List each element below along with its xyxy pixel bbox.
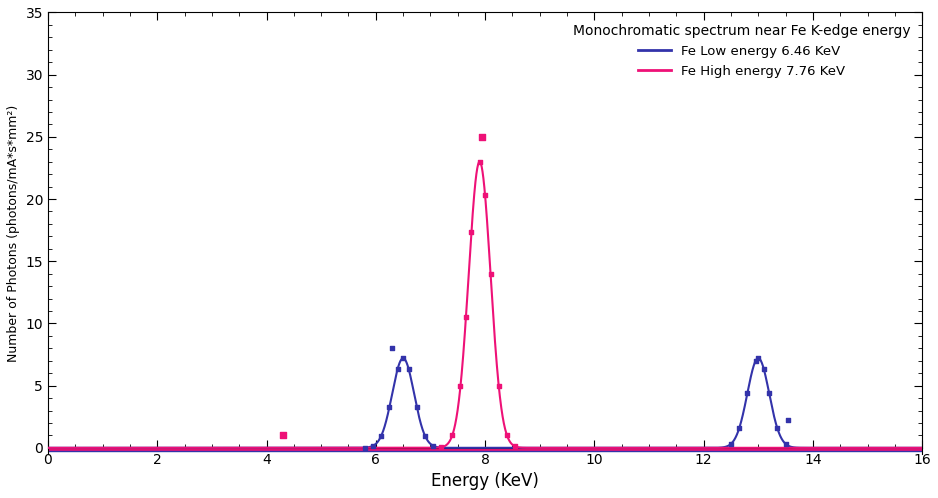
Point [748, 357, 763, 365]
Point [390, 365, 405, 373]
Point [382, 403, 397, 411]
Point [434, 443, 449, 451]
Point [373, 432, 388, 440]
Point [492, 382, 507, 390]
Point [417, 432, 432, 440]
Point [445, 431, 460, 439]
Point [472, 158, 487, 166]
Point [426, 442, 441, 450]
Point [276, 431, 291, 439]
Point [357, 444, 372, 452]
Point [459, 313, 474, 321]
Legend: Fe Low energy 6.46 KeV, Fe High energy 7.76 KeV: Fe Low energy 6.46 KeV, Fe High energy 7… [567, 19, 915, 83]
Point [385, 344, 400, 352]
X-axis label: Energy (KeV): Energy (KeV) [431, 472, 539, 490]
Point [740, 389, 755, 397]
Point [770, 424, 785, 432]
Y-axis label: Number of Photons (photons/mA*s*mm²): Number of Photons (photons/mA*s*mm²) [7, 105, 20, 362]
Point [732, 424, 747, 432]
Point [453, 382, 468, 390]
Point [499, 431, 514, 439]
Point [366, 442, 381, 450]
Point [477, 191, 492, 199]
Point [396, 354, 411, 362]
Point [780, 416, 795, 424]
Point [779, 440, 794, 448]
Point [483, 270, 498, 278]
Point [464, 228, 479, 236]
Point [409, 403, 424, 411]
Point [756, 365, 771, 373]
Point [401, 365, 416, 373]
Point [475, 133, 490, 141]
Point [762, 389, 777, 397]
Point [507, 442, 522, 450]
Point [750, 354, 765, 362]
Point [723, 440, 738, 448]
